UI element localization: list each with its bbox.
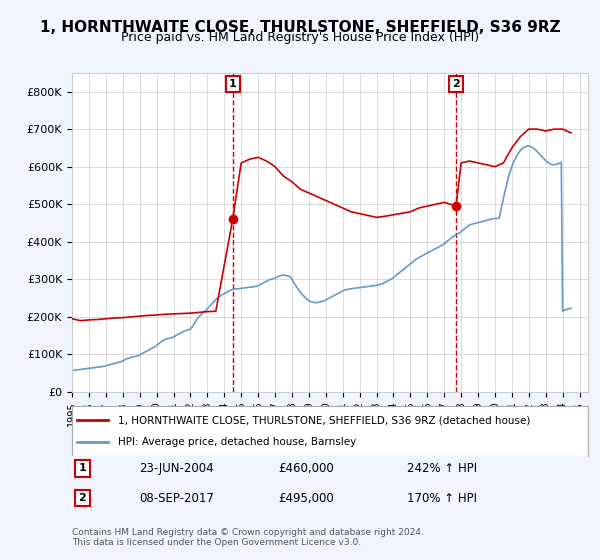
Text: 2: 2 [452,79,460,89]
Text: £495,000: £495,000 [278,492,334,505]
Text: 1: 1 [79,464,86,474]
Text: Price paid vs. HM Land Registry's House Price Index (HPI): Price paid vs. HM Land Registry's House … [121,31,479,44]
Text: HPI: Average price, detached house, Barnsley: HPI: Average price, detached house, Barn… [118,437,356,447]
Text: 1: 1 [229,79,236,89]
Text: 23-JUN-2004: 23-JUN-2004 [139,462,214,475]
Text: 170% ↑ HPI: 170% ↑ HPI [407,492,478,505]
Text: 1, HORNTHWAITE CLOSE, THURLSTONE, SHEFFIELD, S36 9RZ: 1, HORNTHWAITE CLOSE, THURLSTONE, SHEFFI… [40,20,560,35]
Text: £460,000: £460,000 [278,462,334,475]
Text: Contains HM Land Registry data © Crown copyright and database right 2024.
This d: Contains HM Land Registry data © Crown c… [72,528,424,547]
Text: 1, HORNTHWAITE CLOSE, THURLSTONE, SHEFFIELD, S36 9RZ (detached house): 1, HORNTHWAITE CLOSE, THURLSTONE, SHEFFI… [118,415,531,425]
Text: 08-SEP-2017: 08-SEP-2017 [139,492,214,505]
Text: 2: 2 [79,493,86,503]
Text: 242% ↑ HPI: 242% ↑ HPI [407,462,478,475]
